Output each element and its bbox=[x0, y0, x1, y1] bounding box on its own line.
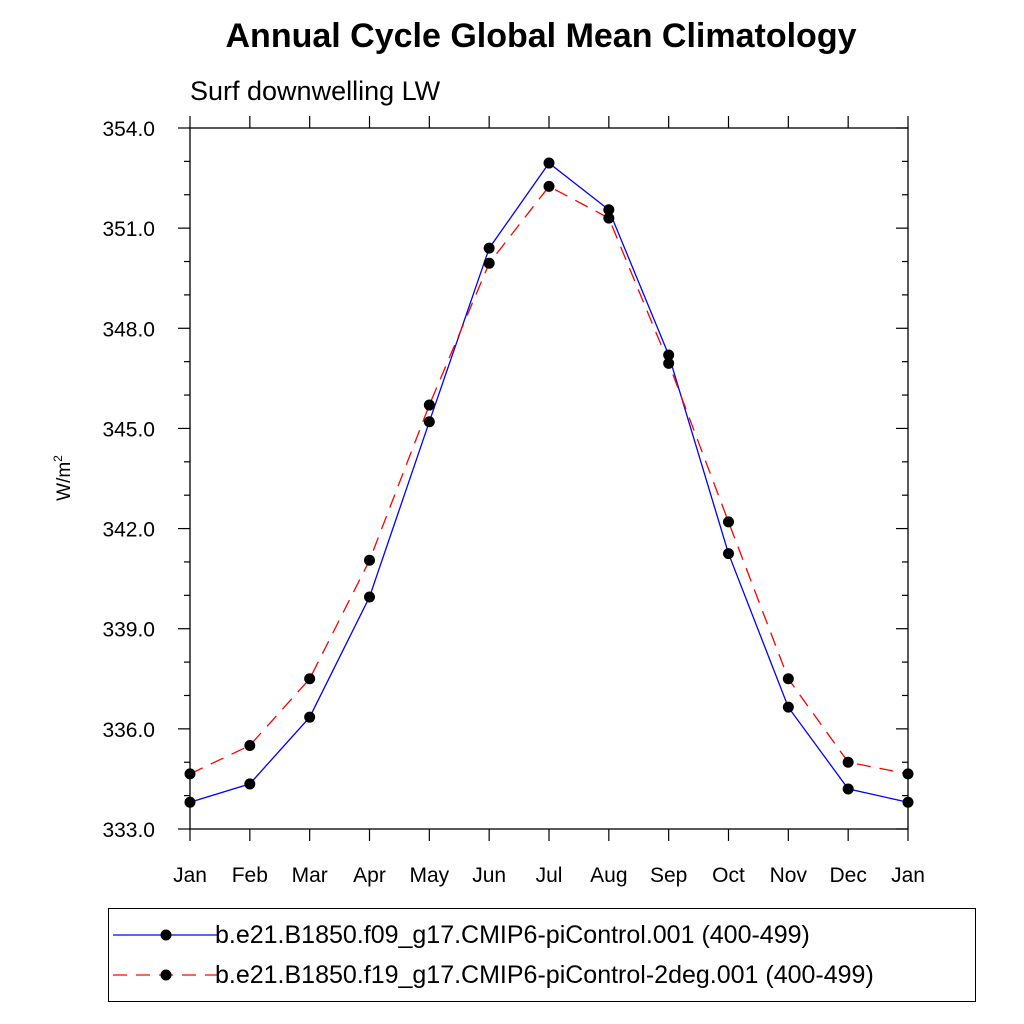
x-tick-label: Oct bbox=[712, 864, 745, 887]
y-tick-label: 351.0 bbox=[102, 218, 155, 241]
series-line-1 bbox=[189, 162, 909, 803]
series-2-point bbox=[663, 357, 675, 369]
legend-sample-1 bbox=[113, 929, 219, 941]
series-1-point bbox=[304, 711, 316, 723]
legend-sample-2 bbox=[113, 969, 219, 981]
series-1-point bbox=[543, 157, 555, 169]
series-1-point bbox=[483, 242, 495, 254]
y-tick-labels: 333.0 336.0 339.0 342.0 345.0 348.0 351.0 354.0 bbox=[102, 118, 155, 842]
series-1-point bbox=[184, 796, 196, 808]
series-2-point bbox=[543, 180, 555, 192]
series-2-point bbox=[902, 768, 914, 780]
series-1-point bbox=[782, 701, 794, 713]
y-axis-label: W/m2 bbox=[51, 455, 75, 501]
x-tick-label: Mar bbox=[292, 864, 328, 887]
y-tick-label: 348.0 bbox=[102, 318, 155, 341]
y-axis-label-superscript: 2 bbox=[51, 455, 65, 462]
axis-ticks bbox=[178, 116, 909, 841]
series-1-point bbox=[603, 204, 615, 216]
series-2-point bbox=[244, 740, 256, 752]
series-1-point bbox=[364, 591, 375, 603]
series-1-point bbox=[842, 783, 854, 795]
series-1-point bbox=[902, 796, 914, 808]
chart-subtitle: Surf downwelling LW bbox=[190, 76, 441, 106]
legend-label-2: b.e21.B1850.f19_g17.CMIP6-piControl-2deg… bbox=[215, 961, 874, 989]
x-tick-label: Jun bbox=[472, 864, 506, 887]
x-tick-label: Jan bbox=[891, 864, 925, 887]
y-tick-label: 339.0 bbox=[102, 619, 155, 642]
y-axis-label-text: W/m bbox=[54, 462, 75, 501]
y-tick-label: 354.0 bbox=[102, 118, 155, 141]
x-tick-label: Aug bbox=[590, 864, 627, 887]
x-tick-label: Jul bbox=[536, 864, 563, 887]
series-2-point bbox=[483, 257, 495, 269]
series-line-2 bbox=[189, 185, 909, 775]
x-tick-label: Nov bbox=[770, 864, 808, 887]
y-tick-label: 342.0 bbox=[102, 519, 155, 542]
y-tick-label: 345.0 bbox=[102, 418, 155, 441]
series-2-point bbox=[423, 399, 435, 411]
legend-entry-2: b.e21.B1850.f19_g17.CMIP6-piControl-2deg… bbox=[109, 955, 975, 995]
series-2-point bbox=[364, 554, 375, 566]
y-tick-label: 336.0 bbox=[102, 719, 155, 742]
series-2-point bbox=[603, 212, 615, 224]
svg-text:W/m2: W/m2 bbox=[51, 455, 75, 501]
series-2-point bbox=[184, 768, 196, 780]
x-tick-label: Apr bbox=[353, 864, 386, 887]
legend: b.e21.B1850.f09_g17.CMIP6-piControl.001 … bbox=[108, 908, 976, 1002]
series-layer bbox=[184, 157, 914, 808]
series-2-point bbox=[304, 673, 316, 685]
series-1-point bbox=[244, 778, 256, 790]
x-tick-label: Jan bbox=[173, 864, 207, 887]
series-1-point bbox=[723, 548, 734, 560]
x-tick-labels: Jan Feb Mar Apr May Jun Jul Aug Sep Oct Nov Dec Jan bbox=[173, 864, 925, 887]
x-tick-label: Sep bbox=[650, 864, 687, 887]
legend-label-1: b.e21.B1850.f09_g17.CMIP6-piControl.001 … bbox=[215, 921, 810, 949]
series-1-point bbox=[423, 416, 435, 428]
series-2-point bbox=[842, 756, 854, 768]
x-tick-label: Dec bbox=[829, 864, 866, 887]
x-tick-label: May bbox=[409, 864, 449, 887]
legend-entry-1: b.e21.B1850.f09_g17.CMIP6-piControl.001 … bbox=[109, 915, 975, 955]
chart-title: Annual Cycle Global Mean Climatology bbox=[226, 17, 857, 55]
series-1-point bbox=[663, 349, 675, 361]
y-tick-label: 333.0 bbox=[102, 819, 155, 842]
series-2-point bbox=[723, 516, 734, 528]
series-2-point bbox=[782, 673, 794, 685]
x-tick-label: Feb bbox=[232, 864, 268, 887]
